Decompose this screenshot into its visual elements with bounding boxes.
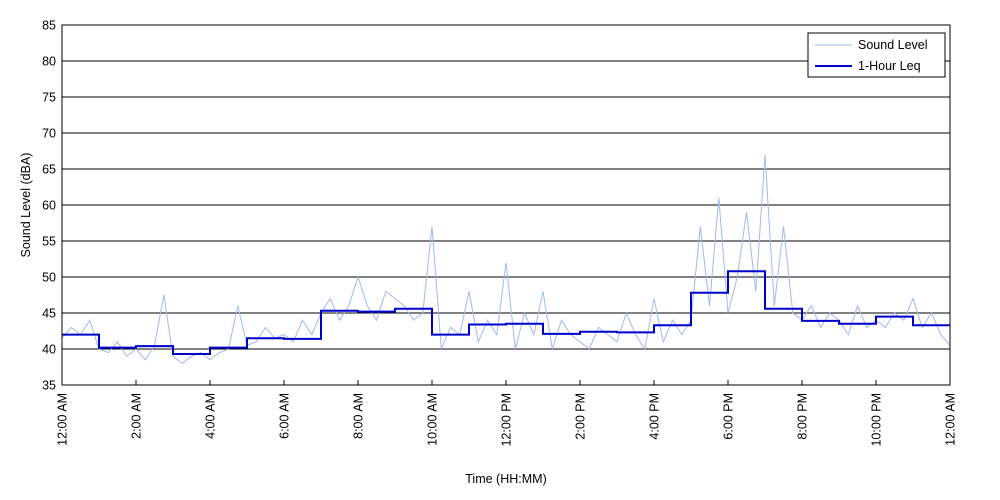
x-tick-label: 12:00 PM bbox=[500, 393, 514, 447]
y-axis-ticks: 35 40 45 50 55 60 65 70 75 80 85 bbox=[42, 19, 67, 393]
x-tick-label: 6:00 PM bbox=[722, 393, 736, 440]
y-tick-label: 65 bbox=[42, 163, 56, 177]
x-axis-label: Time (HH:MM) bbox=[465, 472, 546, 486]
x-tick-label: 8:00 AM bbox=[352, 393, 366, 439]
leq-series bbox=[62, 270, 950, 355]
x-tick-label: 12:00 AM bbox=[56, 393, 70, 446]
y-tick-label: 40 bbox=[42, 343, 56, 357]
x-tick-label: 10:00 AM bbox=[426, 393, 440, 446]
y-tick-label: 85 bbox=[42, 19, 56, 33]
plot-area bbox=[61, 24, 951, 386]
x-tick-label: 2:00 AM bbox=[130, 393, 144, 439]
legend-box bbox=[807, 32, 946, 78]
x-tick-label: 12:00 AM bbox=[944, 393, 958, 446]
y-tick-label: 35 bbox=[42, 379, 56, 393]
y-axis-label: Sound Level (dBA) bbox=[19, 153, 33, 258]
leq-step-line bbox=[62, 270, 950, 355]
y-tick-label: 70 bbox=[42, 127, 56, 141]
legend-label-sound-level: Sound Level bbox=[858, 38, 928, 52]
legend-label-leq: 1-Hour Leq bbox=[858, 59, 921, 73]
x-tick-label: 10:00 PM bbox=[870, 393, 884, 447]
y-tick-label: 75 bbox=[42, 91, 56, 105]
y-tick-label: 45 bbox=[42, 307, 56, 321]
x-tick-label: 4:00 AM bbox=[204, 393, 218, 439]
x-tick-label: 6:00 AM bbox=[278, 393, 292, 439]
x-axis-ticks: 12:00 AM 2:00 AM 4:00 AM 6:00 AM 8:00 AM 10:0… bbox=[56, 380, 958, 447]
x-tick-label: 4:00 PM bbox=[648, 393, 662, 440]
x-tick-label: 2:00 PM bbox=[574, 393, 588, 440]
legend: Sound Level 1-Hour Leq bbox=[807, 32, 946, 78]
y-tick-label: 55 bbox=[42, 235, 56, 249]
x-tick-label: 8:00 PM bbox=[796, 393, 810, 440]
y-tick-label: 80 bbox=[42, 55, 56, 69]
y-tick-label: 60 bbox=[42, 199, 56, 213]
y-tick-label: 50 bbox=[42, 271, 56, 285]
